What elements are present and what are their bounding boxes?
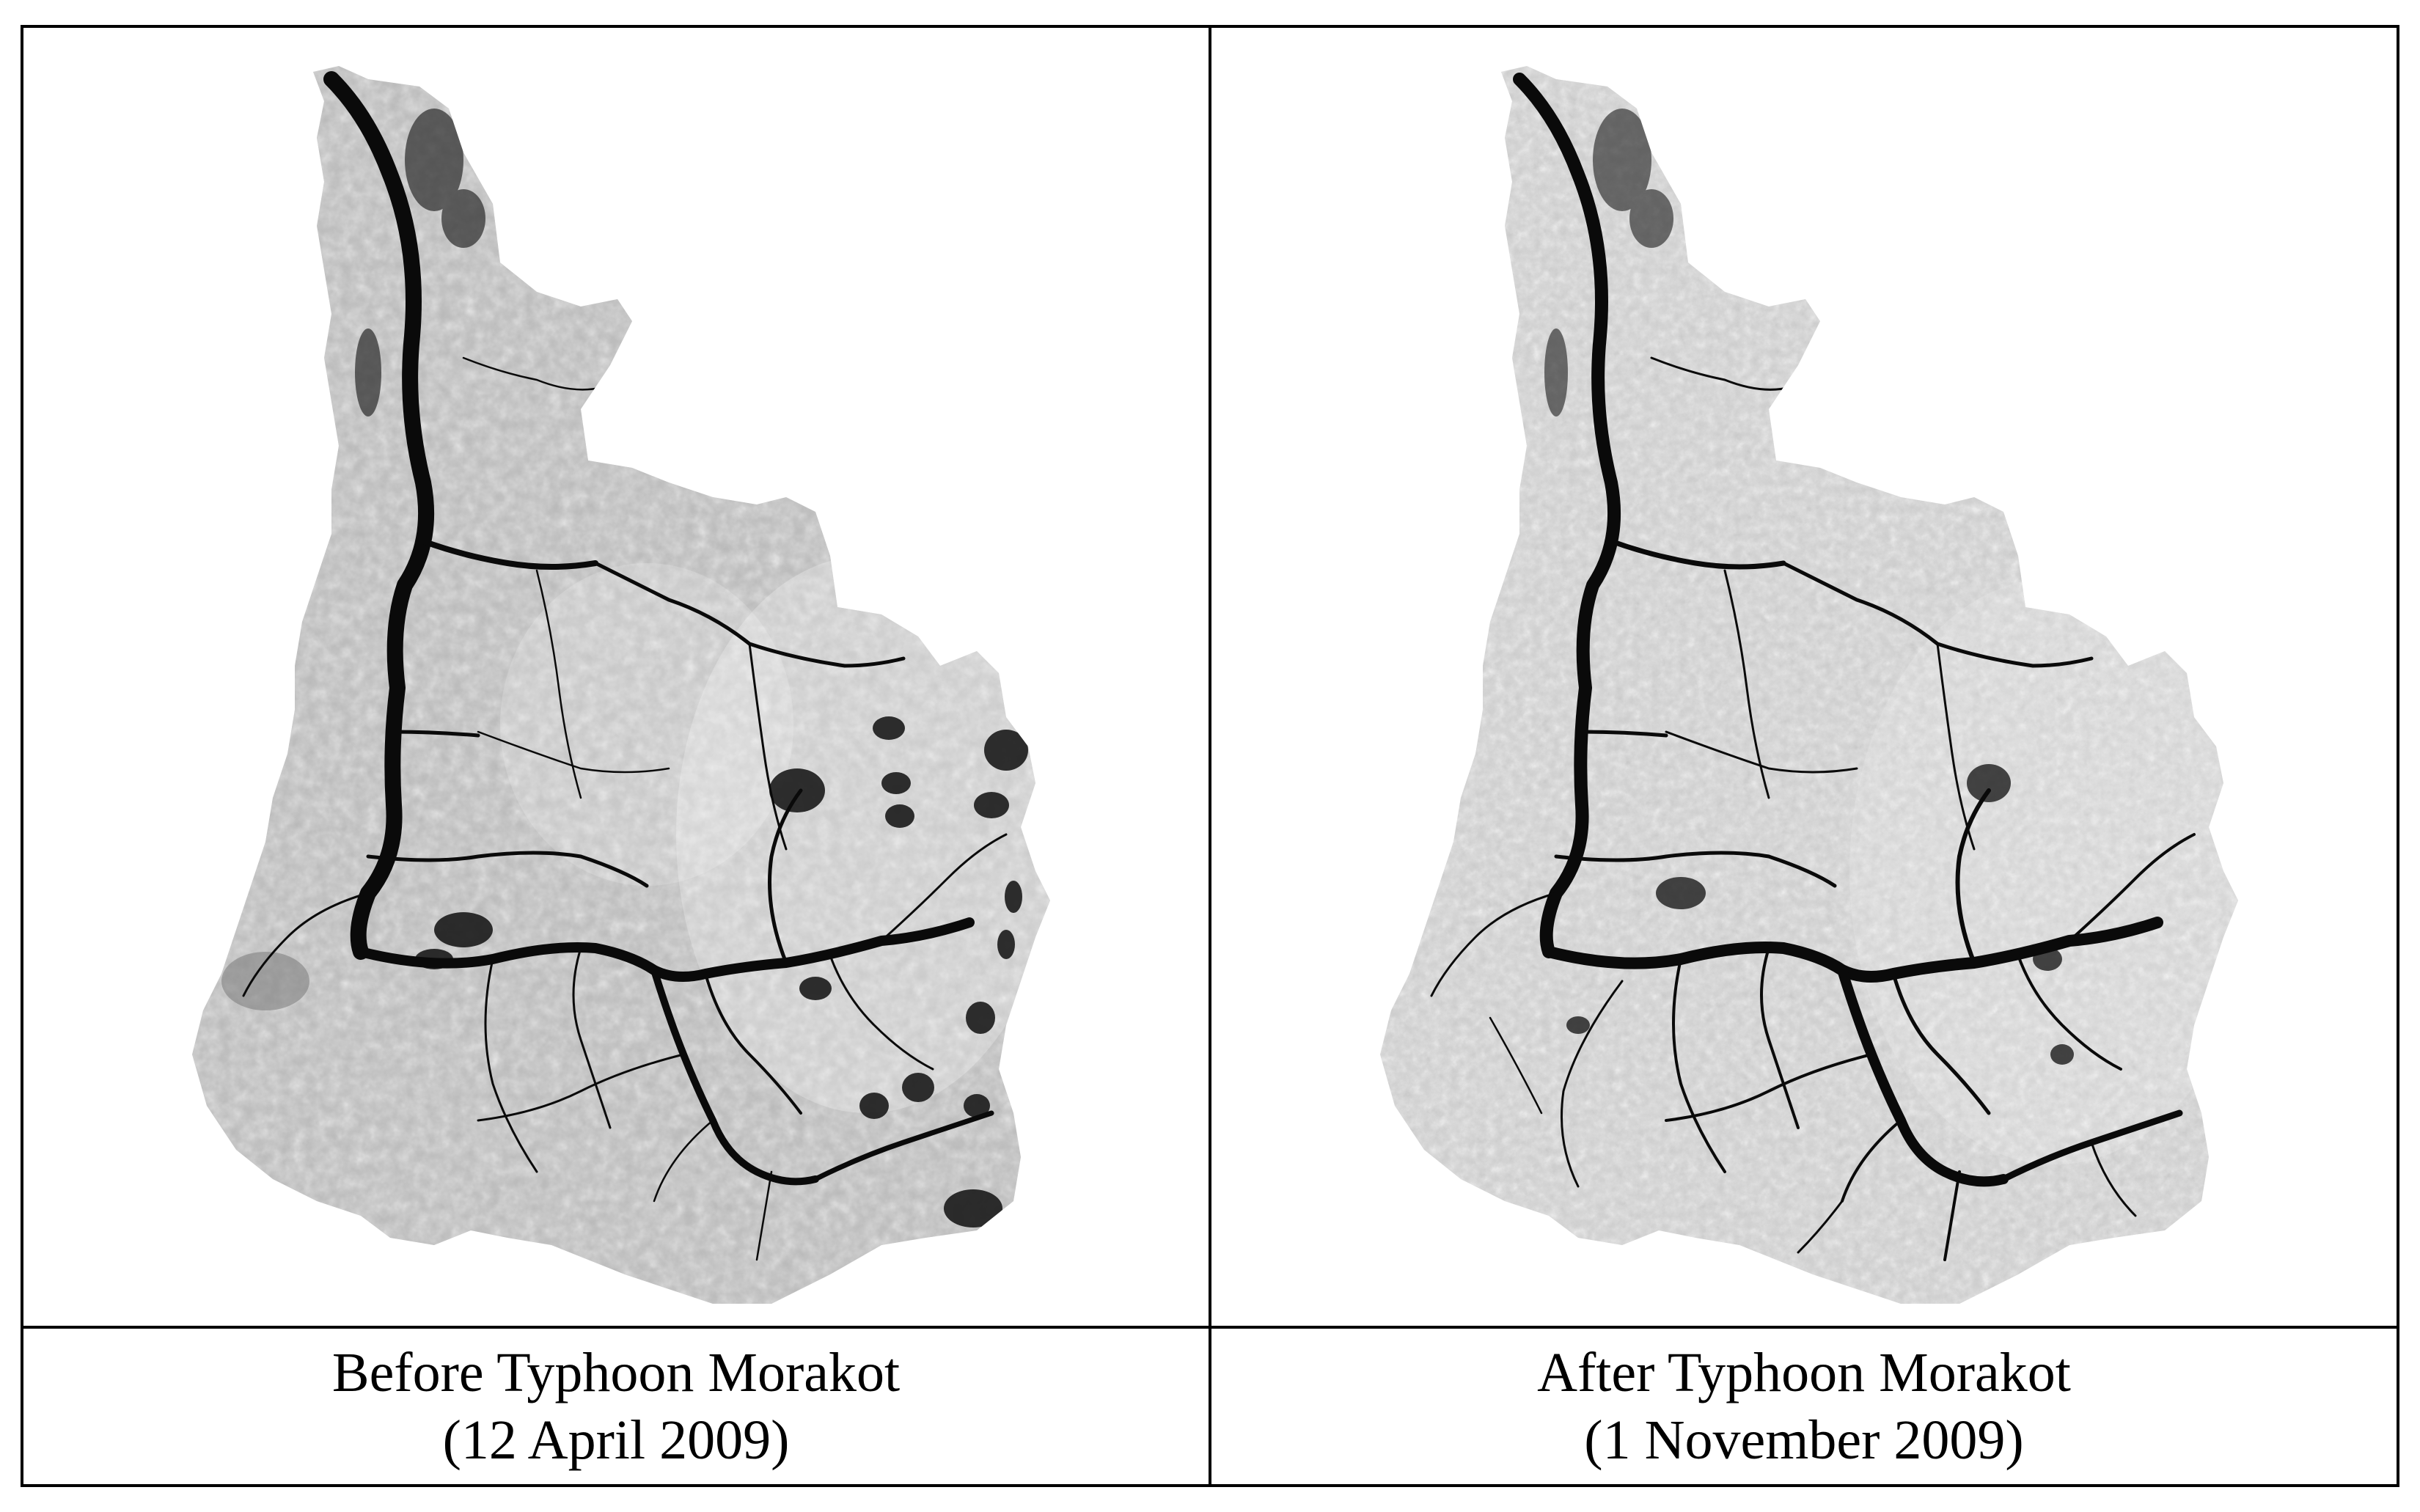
after-caption-date: (1 November 2009) xyxy=(1584,1409,2024,1471)
figure-table: Before Typhoon Morakot (12 April 2009) A… xyxy=(21,25,2399,1487)
after-map-panel xyxy=(1211,28,2397,1326)
row-divider xyxy=(23,1326,2397,1329)
before-map-panel xyxy=(23,28,1209,1326)
before-caption: Before Typhoon Morakot (12 April 2009) xyxy=(23,1329,1209,1484)
before-caption-date: (12 April 2009) xyxy=(442,1409,790,1471)
after-satellite-image xyxy=(1380,66,2238,1304)
before-satellite-image xyxy=(192,66,1050,1304)
before-caption-title: Before Typhoon Morakot xyxy=(331,1342,901,1403)
column-divider xyxy=(1209,28,1211,1484)
after-caption: After Typhoon Morakot (1 November 2009) xyxy=(1211,1329,2397,1484)
after-caption-title: After Typhoon Morakot xyxy=(1537,1342,2071,1403)
